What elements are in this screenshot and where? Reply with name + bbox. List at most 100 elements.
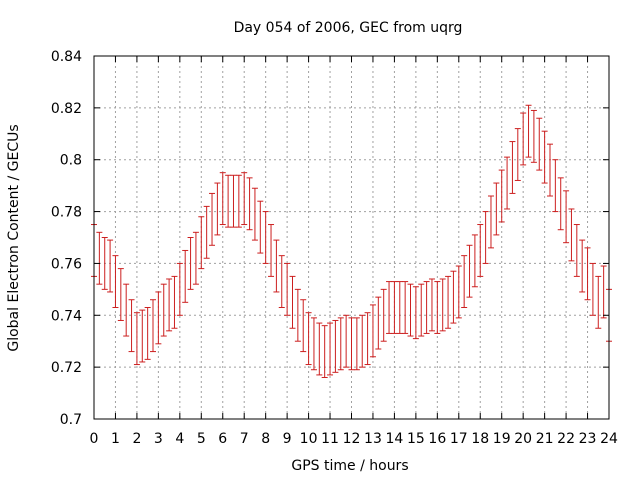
y-tick-label: 0.7 [60,412,82,428]
error-bar-point [235,174,242,228]
y-tick-label: 0.8 [60,153,82,169]
error-bar-point [504,156,511,210]
error-bar-point [402,281,409,334]
error-bar-point [160,283,167,337]
error-bar-point [466,244,473,298]
error-bar-point [573,224,580,277]
error-bar-point [498,169,505,223]
x-tick-label: 12 [343,431,361,447]
error-bar-point [262,211,269,264]
error-bar-point [203,205,210,259]
y-tick-label: 0.72 [51,360,82,376]
x-tick-label: 23 [579,431,597,447]
error-bar-point [353,317,360,371]
error-bar-point [139,309,146,363]
error-bar-point [176,262,183,316]
x-tick-label: 16 [428,431,446,447]
error-bar-point [219,172,226,226]
error-bar-point [128,299,135,353]
error-bar-point [198,216,205,270]
x-tick-label: 5 [197,431,206,447]
error-bar-point [552,159,559,213]
y-tick-label: 0.74 [51,308,82,324]
y-tick-label: 0.76 [51,256,82,272]
error-bar-point [300,299,307,353]
error-bar-point [310,317,317,371]
x-tick-label: 17 [450,431,468,447]
x-tick-label: 7 [240,431,249,447]
x-axis-label: GPS time / hours [291,458,408,474]
axis-ticks [93,55,610,420]
error-bar-point [509,141,516,194]
error-bar-point [96,231,103,285]
error-bar-point [375,296,382,350]
error-bar-point [101,237,108,290]
error-bar-point [230,174,237,228]
error-bar-point [445,275,452,329]
x-tick-label: 13 [364,431,382,447]
error-bar-point [589,262,596,316]
error-bar-point [520,112,527,166]
error-bar-point [241,172,248,226]
error-bar-point [337,317,344,371]
x-tick-label: 3 [154,431,163,447]
error-bar-point [251,187,258,241]
y-axis-label: Global Electron Content / GECUs [6,124,22,351]
error-bar-point [493,182,500,236]
error-bar-point [284,262,291,316]
error-bar-point [316,322,323,376]
error-bar-point [471,234,478,288]
error-bar-point [246,177,253,231]
error-bar-point [225,174,232,228]
x-tick-label: 15 [407,431,425,447]
error-bar-point [166,278,173,332]
error-bar-point [380,288,387,342]
error-bar-point [423,281,430,334]
x-tick-label: 24 [600,431,618,447]
error-bar-point [192,231,199,285]
x-tick-label: 2 [132,431,141,447]
error-bar-point [455,265,462,319]
y-tick-label: 0.78 [51,205,82,221]
error-bar-point [407,283,414,337]
error-bar-point [182,249,189,303]
x-tick-label: 1 [111,431,120,447]
error-bar-point [530,109,537,163]
x-tick-label: 8 [261,431,270,447]
error-bar-point [434,281,441,334]
error-bar-point [369,304,376,358]
x-tick-label: 6 [218,431,227,447]
error-bar-point [294,288,301,342]
x-tick-label: 22 [557,431,575,447]
error-bar-point [439,278,446,332]
error-bar-point [568,208,575,262]
error-bar-point [327,322,334,376]
error-bar-point [257,200,264,254]
error-bar-point [155,291,162,345]
error-bar-point [348,317,355,371]
error-bar-point [144,307,151,360]
x-tick-label: 18 [471,431,489,447]
error-bar-point [214,182,221,236]
error-bar-point [396,281,403,334]
x-tick-label: 14 [386,431,404,447]
error-bar-point [209,192,216,246]
error-bar-point [584,247,591,301]
error-bar-point [289,275,296,329]
error-bar-point [450,270,457,324]
error-bar-point [563,190,570,244]
error-bar-point [112,255,119,309]
error-bar-point [546,143,553,197]
error-bar-point [514,128,521,181]
x-tick-label: 9 [283,431,292,447]
data-series [91,104,612,379]
error-bar-point [418,283,425,337]
error-bar-point [117,268,124,321]
error-bar-point [278,255,285,309]
x-tick-label: 11 [321,431,339,447]
error-bar-point [187,237,194,290]
error-bar-point [477,224,484,277]
y-tick-label: 0.82 [51,101,82,117]
error-bar-point [321,325,328,379]
error-bar-point [600,265,607,319]
